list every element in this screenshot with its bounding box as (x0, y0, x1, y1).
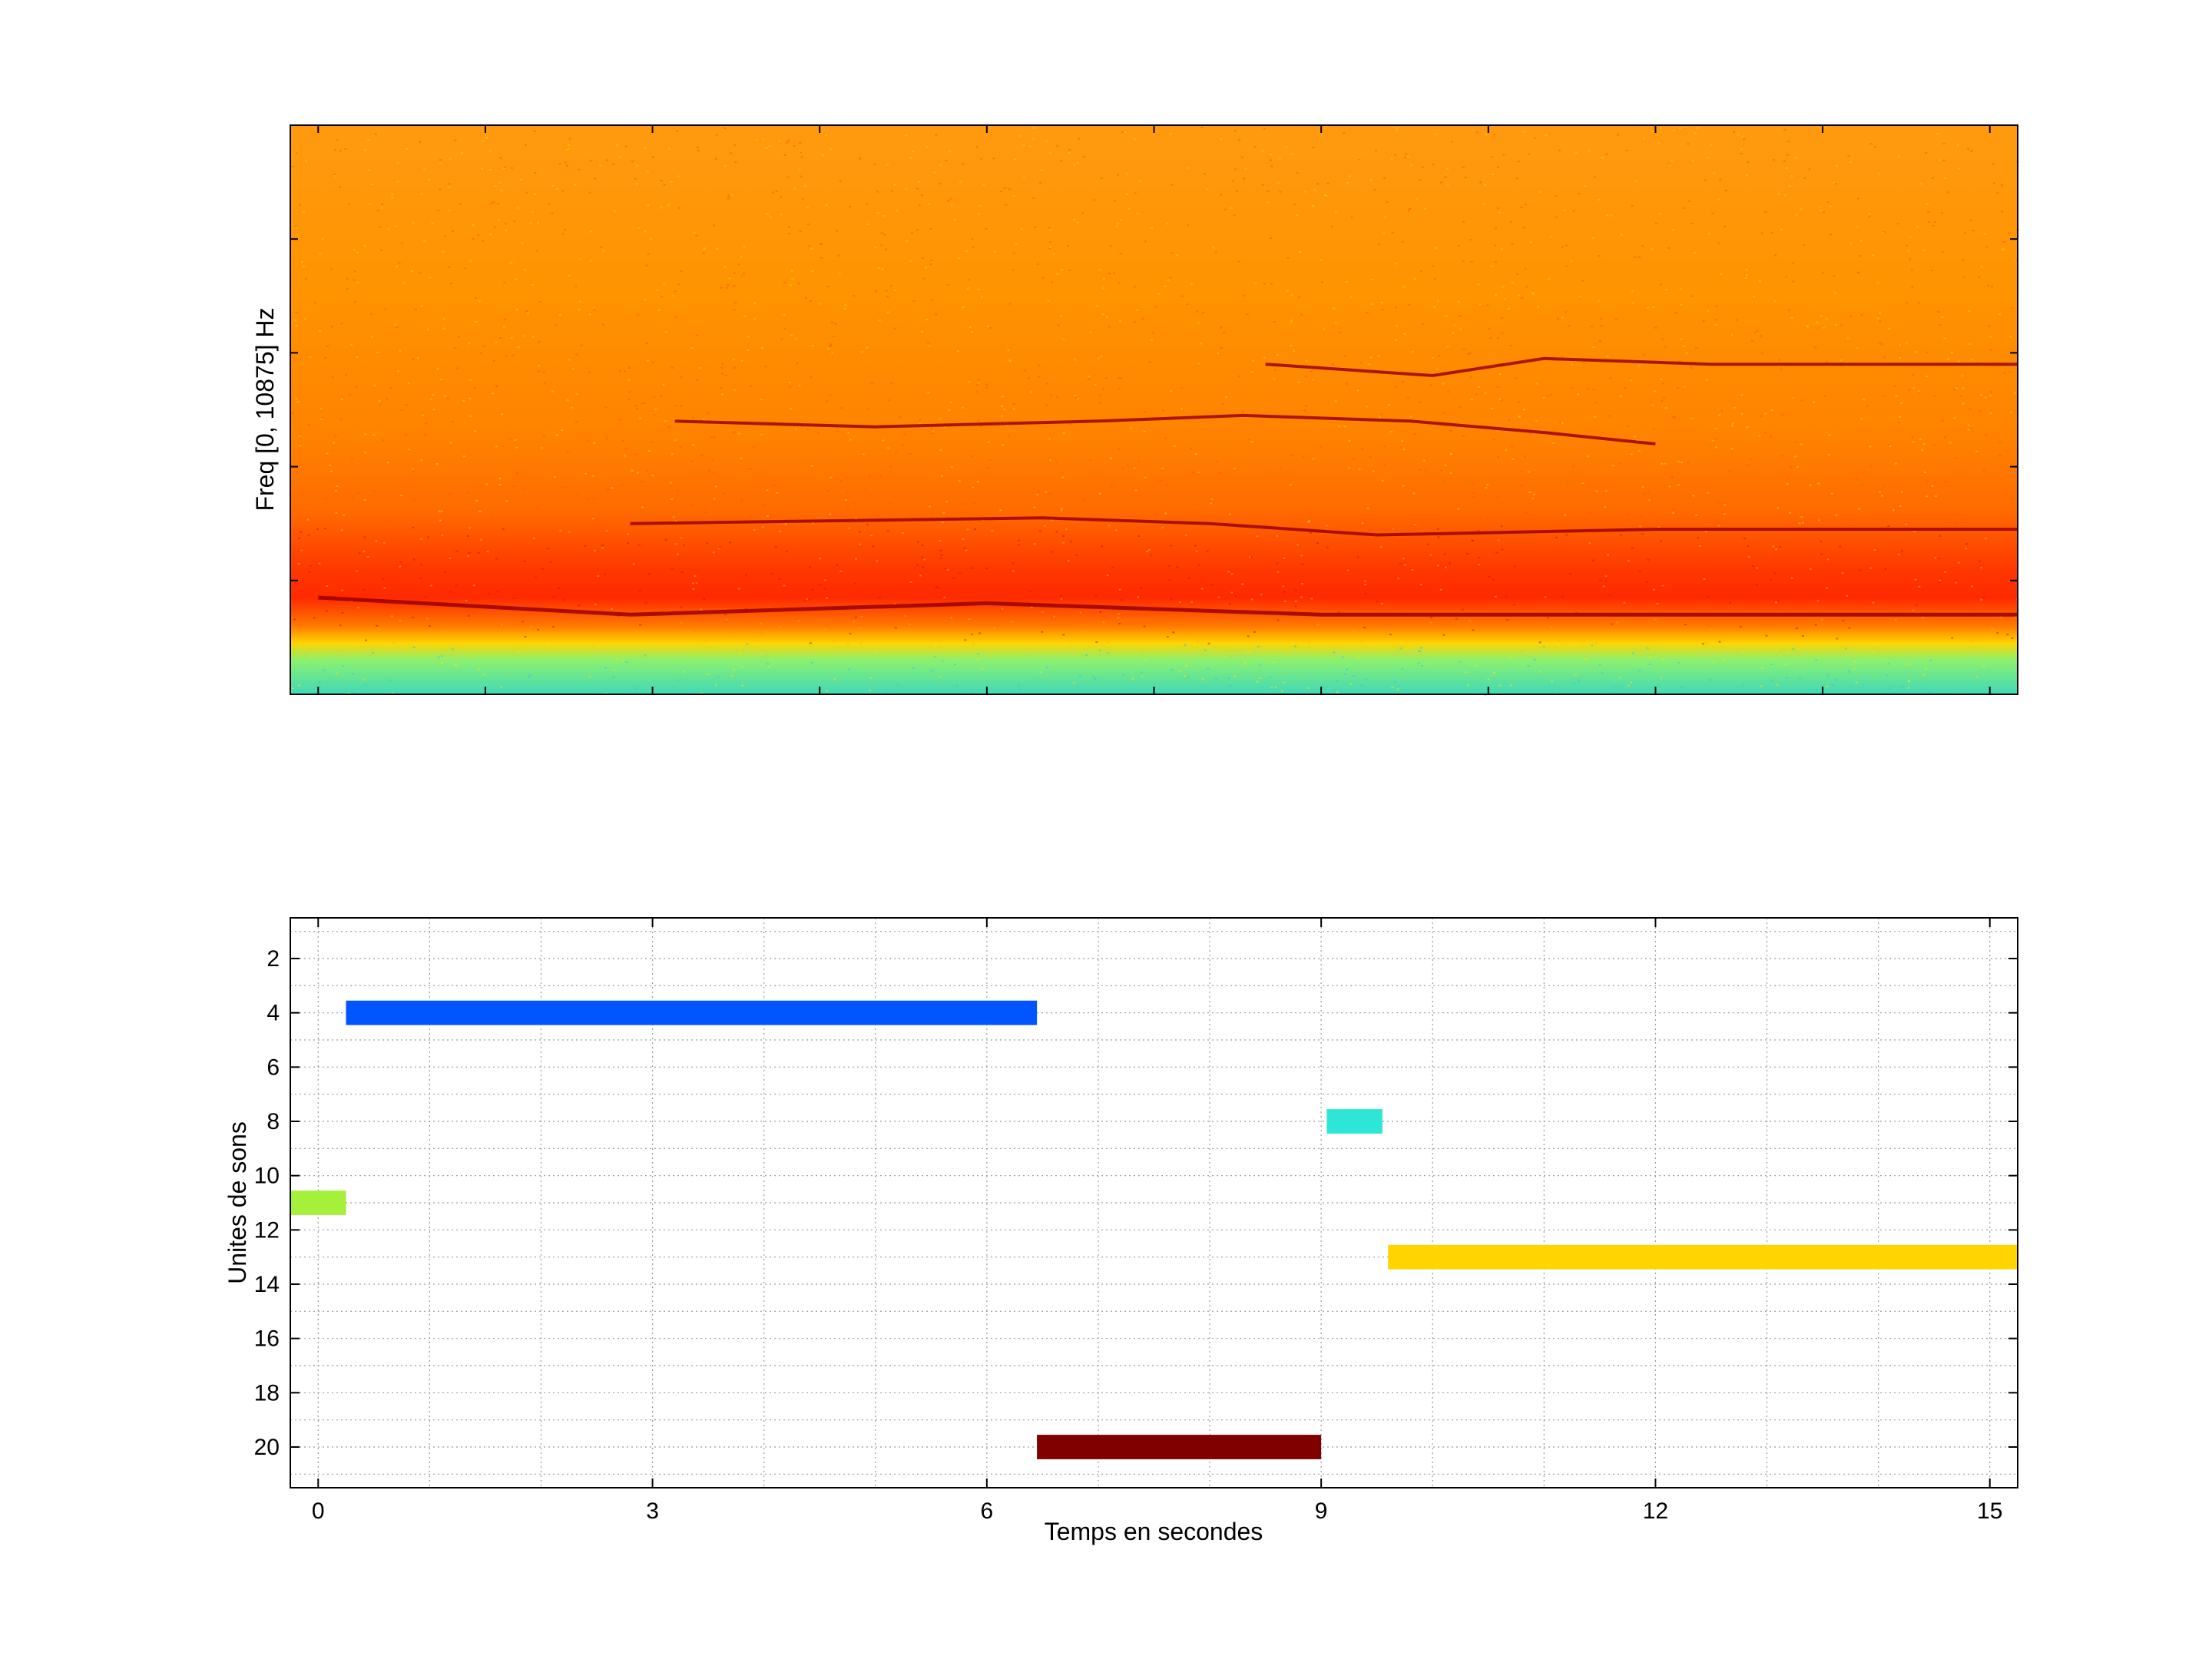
spectrogram-frame (290, 124, 2018, 695)
segment-bar-unit-11 (290, 1190, 346, 1215)
segment-bar-unit-4 (346, 1000, 1038, 1025)
harmonic-track-3 (674, 413, 1656, 445)
y-tick-label: 8 (267, 1109, 280, 1134)
y-tick-label: 6 (267, 1055, 280, 1080)
segments-bars (290, 1000, 2018, 1459)
y-tick-label: 2 (267, 946, 280, 972)
x-tick-label: 0 (312, 1498, 325, 1524)
segment-bar-unit-13 (1388, 1244, 2018, 1270)
spectrogram-y-axis-label: Freq [0, 10875] Hz (251, 307, 279, 511)
segment-bar-unit-20 (1037, 1435, 1322, 1459)
harmonic-track-1 (318, 595, 2018, 617)
segments-panel: 0 3 6 9 12 15 2 4 6 8 10 12 14 16 18 20 Temps en second… (224, 917, 2018, 1545)
spectrogram-image (290, 125, 2019, 696)
harmonic-track-2 (630, 516, 2018, 537)
y-tick-label: 12 (254, 1217, 280, 1243)
y-tick-label: 18 (254, 1380, 280, 1406)
x-tick-label: 15 (1977, 1498, 2002, 1524)
segments-x-axis-label: Temps en secondes (1045, 1518, 1263, 1545)
segments-grid (290, 918, 2018, 1488)
segments-frame (290, 917, 2018, 1488)
spectrogram-ticks (290, 125, 2018, 694)
x-tick-label: 9 (1315, 1498, 1328, 1524)
y-tick-label: 16 (254, 1326, 280, 1352)
x-tick-label: 3 (646, 1498, 659, 1524)
harmonic-track-4 (1265, 356, 2018, 378)
segments-ticks: 0 3 6 9 12 15 2 4 6 8 10 12 14 16 18 20 (254, 918, 2018, 1524)
x-tick-label: 6 (981, 1498, 994, 1524)
segment-bar-unit-8 (1326, 1109, 1382, 1134)
spectrogram-noise (291, 126, 2019, 696)
spectrogram-gradient (290, 125, 2018, 694)
segments-y-axis-label: Unites de sons (224, 1121, 251, 1284)
y-tick-label: 20 (254, 1435, 280, 1460)
y-tick-label: 14 (254, 1272, 280, 1297)
spectrogram-tracks (318, 356, 2018, 617)
y-tick-label: 4 (267, 1001, 280, 1026)
x-tick-label: 12 (1643, 1498, 1668, 1524)
y-tick-label: 10 (254, 1164, 280, 1189)
spectrogram-panel: Freq [0, 10875] Hz (251, 124, 2019, 696)
